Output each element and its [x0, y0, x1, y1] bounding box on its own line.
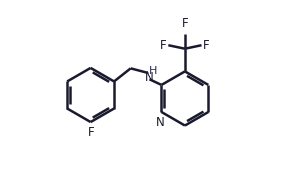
Text: N: N — [145, 71, 154, 84]
Text: F: F — [182, 17, 188, 30]
Text: F: F — [160, 39, 167, 52]
Text: H: H — [149, 65, 157, 76]
Text: N: N — [156, 115, 165, 128]
Text: F: F — [203, 39, 210, 52]
Text: F: F — [88, 126, 95, 139]
